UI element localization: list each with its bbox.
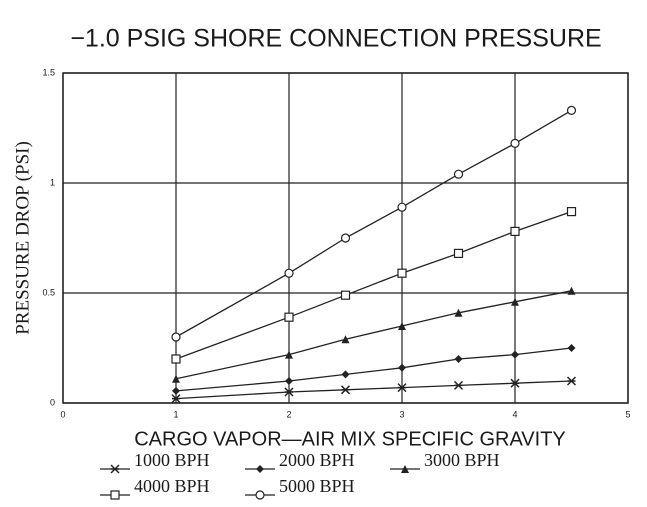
data-point bbox=[566, 207, 577, 217]
data-point bbox=[567, 286, 576, 295]
data-point bbox=[510, 226, 520, 236]
data-point bbox=[453, 169, 464, 179]
x-axis-label: CARGO VAPOR—AIR MIX SPECIFIC GRAVITY bbox=[134, 428, 566, 450]
data-point bbox=[340, 290, 351, 300]
data-point bbox=[285, 377, 293, 385]
data-point bbox=[341, 370, 350, 379]
data-point bbox=[397, 202, 407, 212]
x-tick-label: 0 bbox=[60, 409, 65, 419]
data-point bbox=[566, 376, 577, 386]
x-tick-label: 4 bbox=[512, 409, 517, 419]
legend-marker bbox=[401, 465, 409, 473]
data-point bbox=[397, 383, 407, 393]
y-axis-label: PRESSURE DROP (PSI) bbox=[12, 141, 33, 335]
data-point bbox=[398, 363, 406, 372]
legend-label: 3000 BPH bbox=[424, 450, 500, 470]
y-tick-label: 0 bbox=[50, 397, 55, 407]
data-point bbox=[510, 378, 520, 388]
data-point bbox=[284, 387, 294, 397]
data-point bbox=[285, 350, 293, 359]
legend-marker bbox=[256, 465, 264, 473]
legend-label: 5000 BPH bbox=[279, 476, 355, 496]
data-point bbox=[284, 312, 294, 322]
legend-label: 4000 BPH bbox=[134, 476, 210, 496]
data-point bbox=[172, 386, 180, 395]
data-point bbox=[567, 344, 576, 352]
legend-marker bbox=[110, 490, 120, 500]
x-tick-label: 3 bbox=[399, 409, 404, 419]
data-point bbox=[511, 350, 519, 359]
y-tick-label: 0.5 bbox=[42, 287, 55, 297]
data-point bbox=[566, 105, 577, 116]
data-point bbox=[172, 374, 180, 383]
data-point bbox=[454, 308, 463, 317]
x-tick-label: 2 bbox=[286, 409, 291, 419]
data-point bbox=[340, 233, 351, 243]
data-point bbox=[453, 380, 464, 390]
y-tick-label: 1 bbox=[50, 177, 55, 187]
x-tick-label: 5 bbox=[625, 409, 630, 419]
data-point bbox=[341, 335, 350, 344]
data-point bbox=[340, 385, 351, 395]
y-tick-label: 1.5 bbox=[42, 67, 55, 77]
data-point bbox=[398, 322, 406, 330]
data-point bbox=[511, 297, 519, 306]
data-point bbox=[171, 332, 181, 342]
legend-marker bbox=[255, 490, 265, 500]
data-point bbox=[510, 138, 520, 148]
chart-title: −1.0 PSIG SHORE CONNECTION PRESSURE bbox=[70, 25, 601, 53]
legend-marker bbox=[110, 464, 120, 474]
x-tick-label: 1 bbox=[173, 409, 178, 419]
data-point bbox=[453, 248, 464, 258]
data-point bbox=[454, 355, 463, 363]
data-point bbox=[171, 394, 181, 404]
data-point bbox=[284, 268, 294, 278]
legend-label: 2000 BPH bbox=[279, 450, 355, 470]
data-point bbox=[397, 268, 407, 278]
data-point bbox=[171, 354, 181, 364]
legend-label: 1000 BPH bbox=[134, 450, 210, 470]
